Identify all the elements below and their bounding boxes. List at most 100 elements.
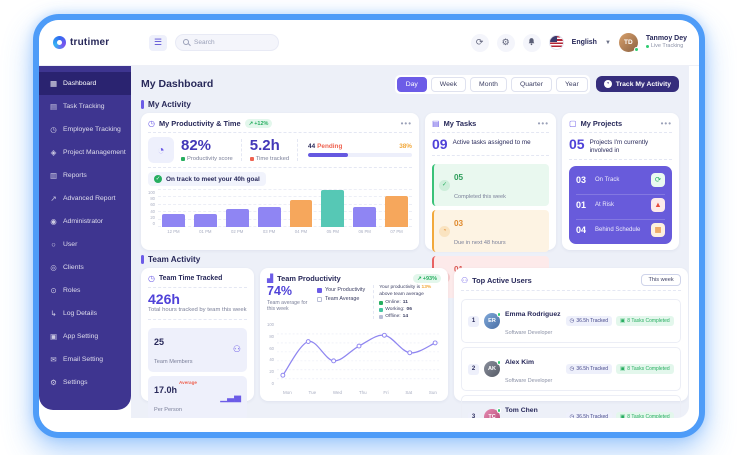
sidebar-item-user[interactable]: ○ User (39, 233, 131, 256)
more-menu-icon[interactable]: ••• (400, 119, 412, 128)
sidebar-item-reports[interactable]: ▥ Reports (49, 171, 87, 180)
user-avatar[interactable]: TD (618, 33, 639, 52)
administrator-icon: ◉ (50, 217, 57, 226)
period-week-button[interactable]: Week (430, 76, 467, 92)
per-person-box: 17.0hAverage Per Person ▁▃▅ (148, 375, 247, 418)
time-tracked: 5.2h (249, 137, 280, 155)
user-row-2[interactable]: 2 AK Alex Kim Software Developer ◷ 36.5h T… (461, 347, 681, 391)
person-star-icon: ⚇ (461, 275, 469, 285)
check-square-icon: ▣ (620, 414, 626, 418)
tasks-icon: ▤ (432, 119, 440, 128)
project-row-on-track[interactable]: 03 On Track ⟳ (576, 170, 665, 190)
gauge-icon: ◔ (148, 137, 174, 163)
sidebar-item-app-setting[interactable]: ▣ App Setting (49, 332, 99, 341)
refresh-button[interactable]: ⟳ (470, 33, 489, 52)
log-details-icon: ↳ (50, 309, 57, 318)
live-tracking-dot (645, 45, 649, 49)
chart-legend: Your Productivity Team Average (317, 287, 365, 319)
app-logo[interactable]: trutimer (53, 36, 149, 49)
my-activity-section-header: My Activity (141, 100, 679, 109)
user-avatar: AK (484, 360, 501, 377)
task-tracking-icon: ▤ (49, 102, 58, 111)
trend-badge: ↗ +93% (413, 274, 441, 283)
team-average-label: Team average for this week (267, 299, 308, 313)
check-circle-icon: ✓ (154, 175, 162, 183)
logo-text: trutimer (70, 37, 110, 48)
sidebar-item-task-tracking[interactable]: ▤ Task Tracking (49, 102, 105, 111)
search-icon (183, 39, 190, 46)
projects-count-label: Projects I'm currently involved in (589, 139, 649, 155)
projects-status-panel: 03 On Track ⟳ 01 At Risk ▲ 04 Behind Sch… (569, 166, 672, 244)
period-quarter-button[interactable]: Quarter (510, 76, 552, 92)
sidebar-item-dashboard[interactable]: ▦ Dashboard (39, 72, 131, 95)
topbar: trutimer ☰ Search ⟳ ⚙ English ▼ TD Tanmo… (39, 20, 699, 66)
online-dot (496, 312, 501, 317)
clock-icon: ◔ (439, 225, 450, 237)
chevron-down-icon[interactable]: ▼ (604, 39, 611, 46)
sidebar-item-settings[interactable]: ⚙ Settings (50, 378, 88, 387)
productivity-bar (385, 195, 408, 227)
team-time-card: ◷ Team Time Tracked 426h Total hours tra… (141, 268, 254, 418)
notifications-button[interactable] (522, 33, 541, 52)
online-stat: Online: 11 (379, 300, 408, 305)
check-square-icon: ▣ (620, 366, 626, 372)
my-tasks-card: ▤ My Tasks ••• 09 Active tasks assigned … (425, 113, 556, 298)
menu-toggle-button[interactable]: ☰ (149, 34, 167, 51)
user-row-3[interactable]: 3 TC Tom ChenSoftware Developer ◷36.5h T… (461, 395, 681, 418)
sidebar-item-advanced-report[interactable]: ↗ Advanced Report (50, 194, 116, 203)
online-dot (496, 408, 501, 413)
task-row-completed[interactable]: ✓ 05 Completed this week (432, 164, 549, 206)
main-content: My Dashboard Day Week Month Quarter Year… (131, 66, 689, 418)
user-meta[interactable]: Tanmoy Dey Live Tracking (645, 35, 687, 51)
productivity-chart-plot (158, 189, 412, 227)
project-row-at-risk[interactable]: 01 At Risk ▲ (576, 194, 665, 215)
advanced-report-icon: ↗ (50, 194, 57, 203)
team-members-icon: ⚇ (232, 344, 241, 355)
more-menu-icon[interactable]: ••• (537, 119, 549, 128)
sidebar-item-email-setting[interactable]: ✉ Email Setting (50, 355, 104, 364)
team-productivity-line-chart (277, 333, 441, 380)
offline-stat: Offline: 14 (379, 314, 408, 319)
rank-badge: 1 (468, 315, 479, 327)
sidebar-item-project-management[interactable]: ◈ Project Management (50, 148, 126, 157)
this-week-filter-button[interactable]: This week (641, 274, 681, 286)
task-row-due[interactable]: ◔ 03 Due in next 48 hours (432, 210, 549, 252)
trend-badge: ↗ +12% (244, 119, 273, 128)
sidebar-item-log-details[interactable]: ↳ Log Details (50, 309, 98, 318)
productivity-chart-yaxis: 100 80 60 40 20 0 (148, 190, 155, 226)
team-total-label: Total hours tracked by team this week (148, 306, 247, 313)
per-person-chart-icon: ▁▃▅ (220, 392, 241, 403)
period-day-button[interactable]: Day (396, 76, 427, 92)
productivity-bar (193, 214, 217, 227)
projects-icon: ▢ (569, 119, 577, 128)
user-row-1[interactable]: 1 ER Emma Rodriguez Software Developer ◷ 3… (461, 299, 681, 343)
user-avatar: ER (484, 312, 501, 329)
green-marker (181, 156, 185, 161)
language-selector[interactable]: English (571, 39, 597, 46)
tasks-chip: ▣ 8 Tasks Completed (616, 412, 674, 418)
trend-up-icon: ↗ (248, 120, 254, 127)
search-input[interactable]: Search (175, 34, 279, 51)
bar-chart-icon: ▟ (267, 274, 274, 283)
check-icon: ✓ (439, 179, 450, 191)
period-filter-group: Day Week Month Quarter Year (394, 74, 590, 94)
productivity-note: Your productivity is 13% above team aver… (373, 285, 441, 320)
on-track-icon: ⟳ (651, 173, 665, 188)
settings-button[interactable]: ⚙ (496, 33, 515, 52)
calendar-icon: ▦ (651, 223, 665, 238)
project-row-behind[interactable]: 04 Behind Schedule ▦ (576, 219, 665, 240)
productivity-bar-chart: 100 80 60 40 20 0 12 PM 01 PM 02 PM 03 PM 04 PM 05… (148, 189, 412, 234)
track-activity-button[interactable]: ◔ Track My Activity (595, 76, 679, 92)
progress-bar (308, 153, 412, 157)
sidebar-item-administrator[interactable]: ◉ Administrator (50, 217, 104, 226)
period-month-button[interactable]: Month (470, 76, 507, 92)
sidebar-item-roles[interactable]: ⊙ Roles (50, 286, 81, 295)
section-accent-bar (141, 255, 144, 264)
sidebar-item-clients[interactable]: ◎ Clients (50, 263, 84, 272)
more-menu-icon[interactable]: ••• (660, 119, 672, 128)
page-title: My Dashboard (141, 78, 214, 90)
top-active-users-card: ⚇ Top Active Users This week 1 ER Emma R… (454, 268, 688, 418)
sidebar-item-employee-tracking[interactable]: ◷ Employee Tracking (50, 125, 121, 134)
period-year-button[interactable]: Year (555, 76, 588, 92)
online-status-dot (633, 47, 639, 52)
